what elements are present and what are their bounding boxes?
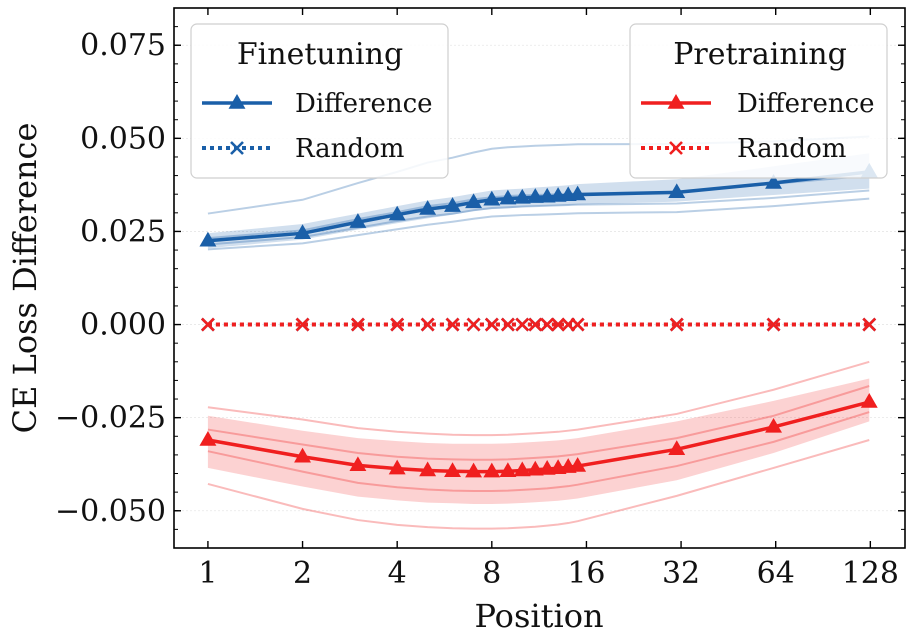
legend-entry-difference: Difference xyxy=(295,89,433,119)
pretraining-difference-point xyxy=(668,440,686,456)
finetuning-difference-point xyxy=(349,213,367,228)
finetuning-difference-point xyxy=(765,174,783,189)
legend-marker xyxy=(230,141,244,155)
pretraining-difference-point xyxy=(199,430,217,446)
pretraining-difference-run-line xyxy=(207,411,870,493)
pretraining-random-point xyxy=(540,317,555,332)
finetuning-difference-point xyxy=(538,187,556,203)
pretraining-random-point xyxy=(390,317,405,332)
legend-sample-difference xyxy=(202,93,272,109)
legend-title: Finetuning xyxy=(237,37,403,72)
pretraining-random-point xyxy=(201,317,215,332)
pretraining-random-point xyxy=(551,317,566,332)
x-tick-label: 4 xyxy=(388,556,407,591)
x-axis-label: Position xyxy=(474,597,603,635)
finetuning-difference-point xyxy=(388,205,406,221)
x-tick-label: 2 xyxy=(293,556,312,591)
pretraining-random-point xyxy=(500,317,515,332)
pretraining-difference-point xyxy=(465,462,483,478)
x-tick-label: 32 xyxy=(662,556,700,591)
legend-title: Pretraining xyxy=(673,37,847,72)
y-tick-label: −0.025 xyxy=(55,401,166,436)
pretraining-difference-point xyxy=(294,447,312,463)
x-tick-label: 128 xyxy=(842,556,899,591)
finetuning-difference-point xyxy=(569,185,587,201)
individual-run-lines xyxy=(207,135,870,530)
pretraining-random-point xyxy=(528,317,543,332)
pretraining-random-point xyxy=(669,317,684,332)
y-axis-label: CE Loss Difference xyxy=(6,123,44,434)
pretraining-difference-band xyxy=(207,378,870,505)
x-tick-label: 16 xyxy=(567,556,605,591)
pretraining-difference-point xyxy=(349,456,367,472)
finetuning-difference-point xyxy=(419,200,437,215)
y-tick-label: 0.050 xyxy=(80,121,166,156)
pretraining-random-point xyxy=(484,317,499,332)
plot-frame xyxy=(173,7,906,549)
finetuning-difference-line xyxy=(207,170,870,243)
pretraining-random-point xyxy=(445,317,460,332)
pretraining-difference-run-line xyxy=(207,439,870,530)
pretraining-random-point xyxy=(295,317,310,332)
y-tick-label: −0.050 xyxy=(55,494,166,529)
legend-marker xyxy=(228,93,246,109)
pretraining-difference-point xyxy=(419,461,437,477)
pretraining-random-point xyxy=(570,317,585,332)
x-tick-label: 64 xyxy=(757,556,795,591)
legend-entry-difference: Difference xyxy=(737,89,875,119)
pretraining-random-point xyxy=(420,317,435,332)
pretraining-random-point xyxy=(466,317,481,332)
pretraining-difference-point xyxy=(526,460,544,476)
legend-marker xyxy=(667,93,685,109)
finetuning-difference-run-line xyxy=(207,189,870,246)
finetuning-difference-point xyxy=(513,188,531,204)
pretraining-random-point xyxy=(862,317,877,332)
y-tick-label: 0.025 xyxy=(80,214,166,249)
legend-sample-random xyxy=(202,141,272,155)
finetuning-difference-point xyxy=(499,189,517,205)
y-tick-label: 0.000 xyxy=(80,308,166,343)
tick-labels: 0.075 0.050 0.025 0.000 −0.025 −0.050 1 2 4 8 16 32… xyxy=(55,28,899,591)
pretraining-difference-point xyxy=(513,461,531,477)
finetuning-difference-point xyxy=(526,188,544,203)
legend-box xyxy=(629,23,888,179)
pretraining-difference-point xyxy=(444,462,462,477)
pretraining-difference-point xyxy=(765,417,783,433)
axis-ticks xyxy=(174,7,905,549)
finetuning-difference-point xyxy=(465,193,483,209)
legend-marker xyxy=(669,141,683,155)
pretraining-difference-point xyxy=(860,393,878,408)
finetuning-difference-point xyxy=(199,231,217,247)
pretraining-difference-point xyxy=(499,462,517,477)
x-tick-label: 8 xyxy=(482,556,501,591)
pretraining-difference-point xyxy=(569,457,587,472)
finetuning-difference-point xyxy=(668,183,686,199)
legend-entry-random: Random xyxy=(737,134,846,164)
legend-box xyxy=(190,23,449,179)
legend-pretraining: Pretraining Difference Random xyxy=(629,23,888,179)
legend-sample-difference xyxy=(641,93,711,109)
finetuning-difference-point xyxy=(444,197,462,212)
y-tick-label: 0.075 xyxy=(80,28,166,63)
pretraining-difference-run-line xyxy=(207,360,870,437)
x-tick-label: 1 xyxy=(198,556,217,591)
pretraining-difference-run-line xyxy=(207,385,870,461)
legend-entry-random: Random xyxy=(295,134,404,164)
pretraining-difference-point xyxy=(538,460,556,475)
legend-finetuning: Finetuning Difference Random xyxy=(190,23,449,179)
pretraining-difference-point xyxy=(388,459,406,475)
pretraining-random-point xyxy=(766,317,781,332)
finetuning-difference-point xyxy=(294,224,312,240)
pretraining-random-point xyxy=(515,317,530,332)
series-lines xyxy=(207,170,870,474)
legend-sample-random xyxy=(641,141,711,155)
series-markers xyxy=(199,162,878,478)
pretraining-difference-line xyxy=(207,400,870,474)
finetuning-difference-point xyxy=(483,190,501,206)
finetuning-difference-run-line xyxy=(207,197,870,251)
pretraining-random-point xyxy=(350,317,365,332)
pretraining-difference-point xyxy=(483,462,501,478)
